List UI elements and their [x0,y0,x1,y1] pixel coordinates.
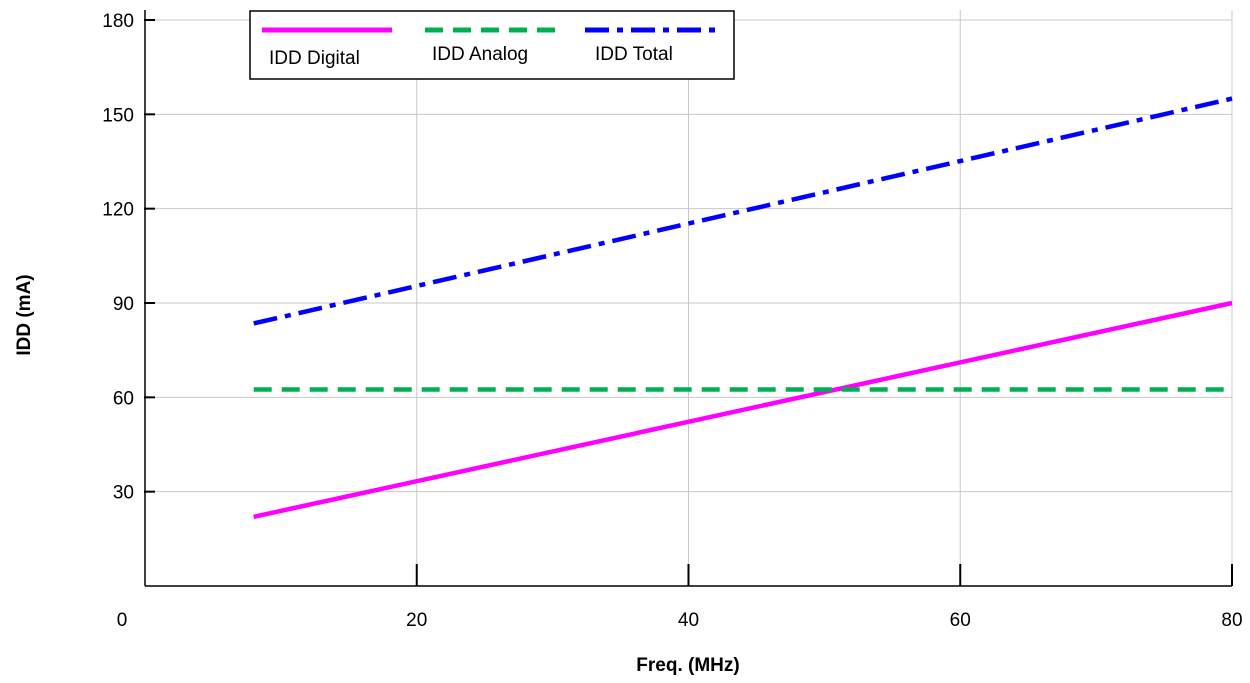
axes [144,10,1233,587]
y-axis-title: IDD (mA) [14,274,35,355]
x-tick-label: 80 [1221,610,1242,631]
legend-box [249,10,735,80]
legend-label-idd-digital: IDD Digital [269,48,360,69]
grid-lines [145,10,1233,586]
y-tick-label: 60 [113,388,134,409]
legend: IDD Digital IDD Analog IDD Total [249,10,735,80]
legend-label-idd-analog: IDD Analog [432,44,528,65]
x-axis-title: Freq. (MHz) [636,655,739,676]
x-tick-label: 0 [117,610,128,631]
y-tick-label: 150 [102,105,134,126]
y-tick-label: 90 [113,294,134,315]
legend-item-idd-digital: IDD Digital [262,27,392,69]
legend-item-idd-analog: IDD Analog [425,27,555,65]
y-tick-label: 120 [102,200,134,221]
series-lines [253,96,1233,520]
y-tick-label: 30 [113,483,134,504]
x-tick-label: 60 [950,610,971,631]
tick-labels: 0 20 40 60 80 30 60 90 120 150 180 [102,11,1242,631]
series-line-idd-digital [253,300,1233,520]
x-tick-label: 40 [678,610,699,631]
x-tick-label: 20 [406,610,427,631]
legend-item-idd-total: IDD Total [585,27,715,65]
y-tick-label: 180 [102,11,134,32]
series-line-idd-total [253,96,1233,326]
legend-label-idd-total: IDD Total [595,44,673,65]
